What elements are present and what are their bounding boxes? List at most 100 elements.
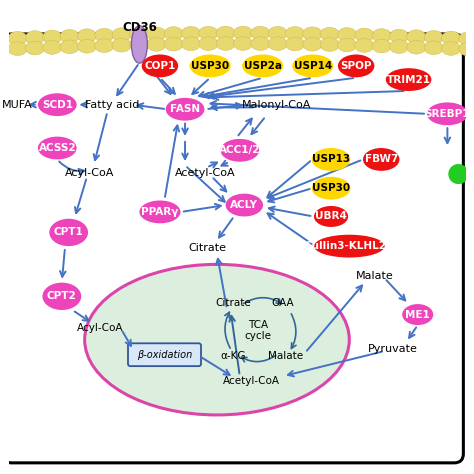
Text: OAA: OAA: [272, 298, 294, 308]
Ellipse shape: [95, 39, 114, 53]
Ellipse shape: [131, 26, 147, 63]
Ellipse shape: [372, 29, 391, 42]
Circle shape: [448, 164, 468, 184]
Ellipse shape: [220, 139, 259, 162]
Text: USP30: USP30: [191, 61, 229, 71]
Ellipse shape: [112, 28, 131, 42]
FancyBboxPatch shape: [128, 343, 201, 366]
Ellipse shape: [8, 42, 27, 55]
Text: Malonyl-CoA: Malonyl-CoA: [242, 100, 311, 109]
Ellipse shape: [390, 29, 409, 43]
Text: α-KG: α-KG: [220, 351, 246, 361]
Text: SCD1: SCD1: [42, 100, 73, 109]
Ellipse shape: [268, 37, 287, 51]
Ellipse shape: [25, 31, 45, 45]
Text: COP1: COP1: [144, 61, 175, 71]
Ellipse shape: [285, 27, 305, 40]
Ellipse shape: [0, 43, 10, 56]
Ellipse shape: [95, 28, 114, 42]
Ellipse shape: [292, 55, 333, 77]
Ellipse shape: [303, 37, 322, 51]
Ellipse shape: [441, 42, 461, 55]
Ellipse shape: [164, 27, 183, 40]
Ellipse shape: [216, 26, 235, 40]
Ellipse shape: [25, 41, 45, 55]
Ellipse shape: [226, 194, 263, 217]
Ellipse shape: [355, 39, 374, 52]
Ellipse shape: [199, 37, 218, 51]
Ellipse shape: [147, 27, 166, 41]
Ellipse shape: [285, 37, 305, 51]
Ellipse shape: [424, 41, 443, 55]
Text: Fatty acid: Fatty acid: [85, 100, 139, 109]
Ellipse shape: [459, 42, 474, 56]
Text: CPT2: CPT2: [47, 292, 77, 301]
Text: β-oxidation: β-oxidation: [137, 350, 192, 360]
Text: ACLY: ACLY: [230, 200, 258, 210]
Ellipse shape: [182, 37, 201, 51]
Text: USP2a: USP2a: [244, 61, 282, 71]
Ellipse shape: [43, 283, 81, 310]
Ellipse shape: [0, 32, 10, 46]
Text: SREBP1: SREBP1: [425, 109, 470, 119]
Ellipse shape: [407, 30, 426, 44]
Ellipse shape: [233, 36, 253, 50]
Text: Cullin3-KLHL25: Cullin3-KLHL25: [305, 241, 394, 251]
Ellipse shape: [199, 27, 218, 40]
Ellipse shape: [251, 37, 270, 50]
Text: ACSS2: ACSS2: [38, 143, 76, 153]
Ellipse shape: [372, 39, 391, 53]
Ellipse shape: [251, 26, 270, 40]
Ellipse shape: [268, 27, 287, 40]
Ellipse shape: [338, 55, 374, 77]
Ellipse shape: [233, 26, 253, 40]
Ellipse shape: [8, 31, 27, 45]
Ellipse shape: [386, 68, 431, 91]
Text: USP30: USP30: [312, 183, 350, 193]
Ellipse shape: [363, 148, 400, 171]
Ellipse shape: [49, 219, 88, 246]
Text: TRIM21: TRIM21: [387, 74, 430, 84]
Ellipse shape: [242, 55, 283, 77]
Ellipse shape: [165, 98, 204, 121]
Ellipse shape: [337, 38, 356, 52]
Text: FBW7: FBW7: [365, 155, 398, 164]
Ellipse shape: [216, 36, 235, 50]
Ellipse shape: [337, 27, 356, 41]
Ellipse shape: [43, 30, 62, 44]
Text: TCA
cycle: TCA cycle: [245, 320, 272, 341]
Text: SPOP: SPOP: [340, 61, 372, 71]
Ellipse shape: [355, 28, 374, 42]
Text: Acetyl-CoA: Acetyl-CoA: [223, 376, 280, 386]
Ellipse shape: [164, 37, 183, 51]
Ellipse shape: [129, 38, 148, 52]
Ellipse shape: [182, 27, 201, 40]
Text: FASN: FASN: [170, 104, 200, 114]
Text: ACC1/2: ACC1/2: [219, 146, 261, 155]
Text: Acetyl-CoA: Acetyl-CoA: [175, 168, 236, 178]
Ellipse shape: [441, 31, 461, 45]
Text: CD36: CD36: [122, 20, 157, 34]
Ellipse shape: [142, 55, 178, 77]
Text: USP13: USP13: [312, 155, 350, 164]
Ellipse shape: [311, 177, 350, 200]
Ellipse shape: [77, 39, 97, 53]
Ellipse shape: [38, 93, 77, 116]
Ellipse shape: [314, 206, 348, 227]
FancyBboxPatch shape: [2, 34, 464, 463]
Text: CPT1: CPT1: [54, 228, 83, 237]
Ellipse shape: [314, 235, 385, 257]
Ellipse shape: [320, 27, 339, 41]
Ellipse shape: [311, 148, 350, 171]
Ellipse shape: [60, 40, 79, 54]
Ellipse shape: [60, 29, 79, 43]
Text: Citrate: Citrate: [215, 298, 251, 308]
Ellipse shape: [112, 38, 131, 52]
Ellipse shape: [43, 41, 62, 54]
Text: Citrate: Citrate: [189, 244, 227, 254]
Text: Pyruvate: Pyruvate: [368, 344, 418, 354]
Text: MUFA: MUFA: [2, 100, 33, 109]
Ellipse shape: [77, 29, 97, 43]
Ellipse shape: [190, 55, 231, 77]
Text: Malate: Malate: [356, 271, 393, 281]
